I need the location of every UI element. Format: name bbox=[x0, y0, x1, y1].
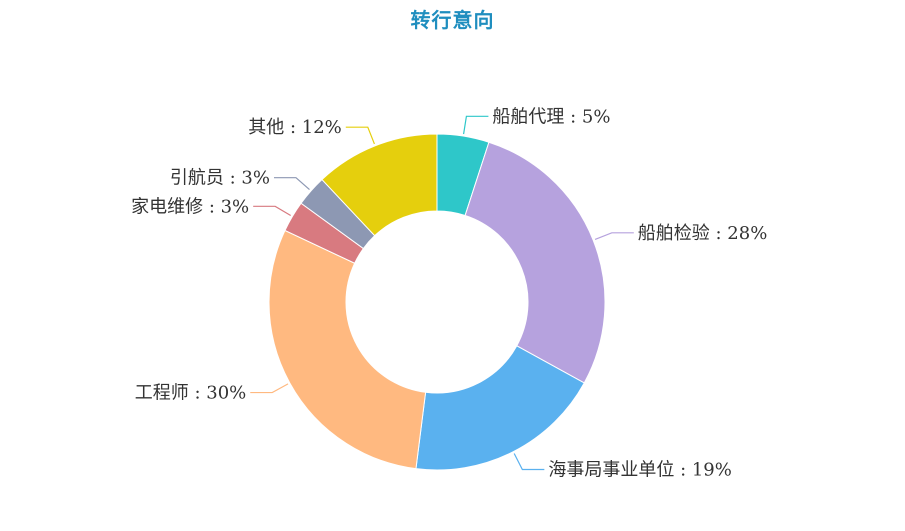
slice-label-1: 船舶代理 : 5% bbox=[492, 106, 610, 127]
slices-group bbox=[268, 133, 606, 471]
slice-label-4: 工程师 : 30% bbox=[135, 383, 247, 404]
leader-line-4 bbox=[250, 383, 289, 394]
slice-2[interactable] bbox=[464, 141, 606, 384]
leader-line-5 bbox=[253, 205, 291, 216]
leader-line-1 bbox=[463, 115, 489, 135]
chart-title: 转行意向 bbox=[410, 8, 495, 32]
labels-group: 船舶代理 : 5% 船舶检验 : 28% 海事局事业单位 : 19% 工程师 : 30… bbox=[131, 106, 767, 480]
slice-label-7: 其他 : 12% bbox=[248, 117, 342, 138]
slice-3[interactable] bbox=[415, 345, 585, 471]
leader-line-3 bbox=[513, 453, 545, 471]
slice-label-2: 船舶检验 : 28% bbox=[638, 223, 768, 244]
leader-line-2 bbox=[594, 232, 634, 240]
slice-7[interactable] bbox=[321, 133, 438, 237]
leader-line-6 bbox=[273, 177, 310, 191]
slice-label-5: 家电维修 : 3% bbox=[131, 196, 249, 217]
slice-4[interactable] bbox=[268, 229, 427, 470]
slice-label-6: 引航员 : 3% bbox=[170, 168, 270, 189]
leader-line-7 bbox=[345, 126, 375, 145]
leader-lines-group bbox=[250, 115, 634, 471]
slice-label-3: 海事局事业单位 : 19% bbox=[548, 460, 732, 481]
